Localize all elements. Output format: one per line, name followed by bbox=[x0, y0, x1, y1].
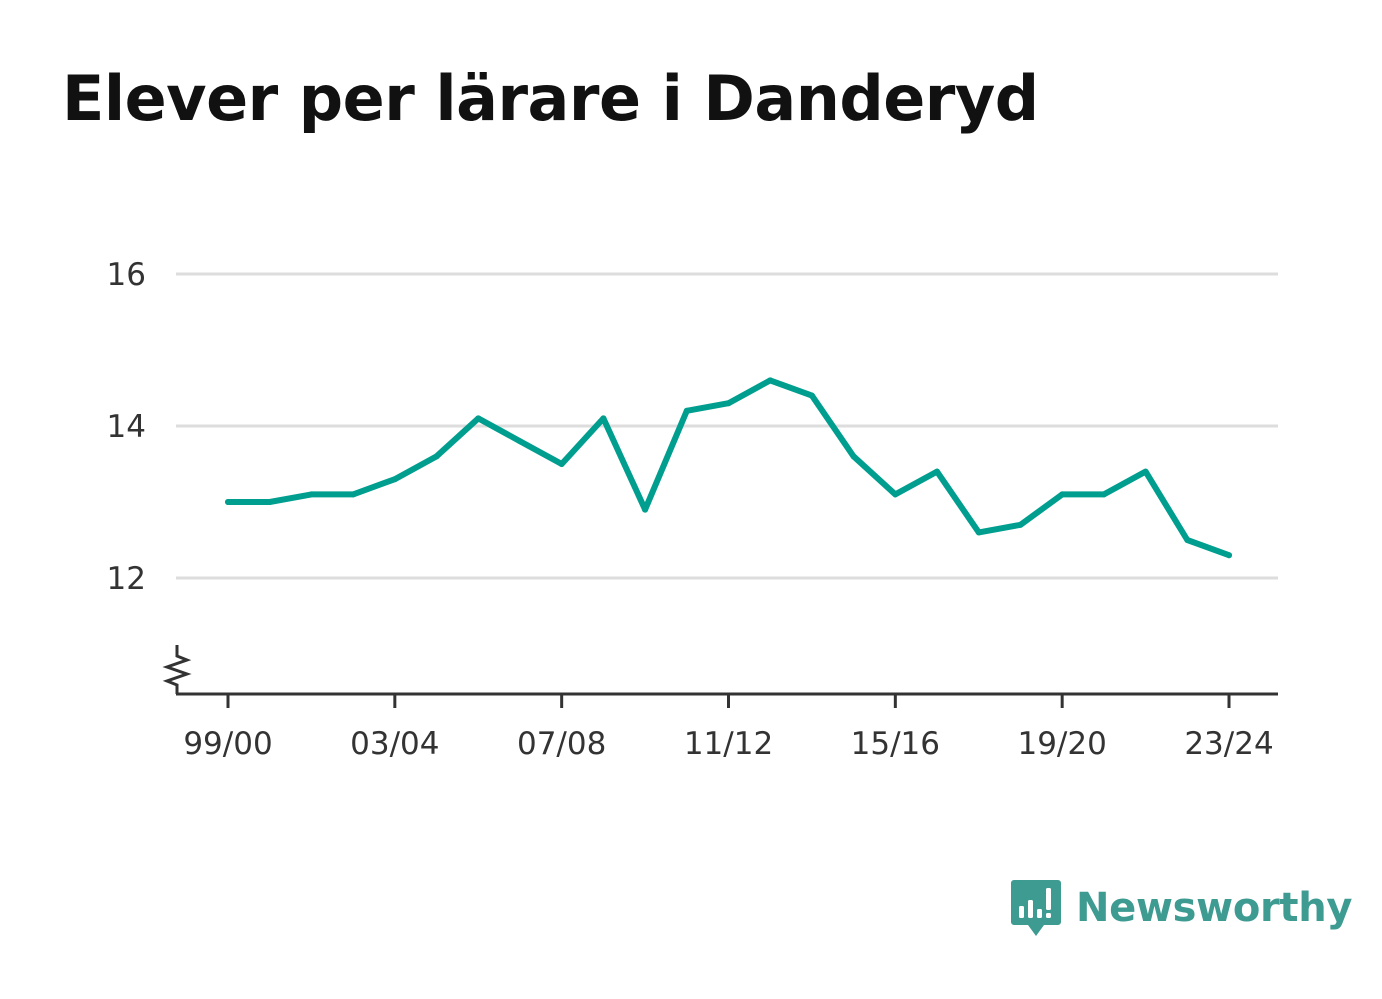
data-point-23/24 bbox=[1226, 552, 1232, 559]
x-tick-label-99/00: 99/00 bbox=[183, 726, 272, 762]
data-point-15/16 bbox=[892, 491, 899, 498]
data-point-07/08 bbox=[558, 461, 565, 467]
x-tick-label-07/08: 07/08 bbox=[517, 726, 606, 762]
data-point-02/03 bbox=[350, 491, 357, 498]
data-point-19/20 bbox=[1059, 491, 1066, 498]
data-point-09/10 bbox=[642, 506, 649, 513]
series-line bbox=[225, 377, 1232, 559]
data-point-21/22 bbox=[1142, 468, 1149, 475]
y-tick-label-12: 12 bbox=[107, 561, 146, 597]
data-point-18/19 bbox=[1017, 521, 1024, 528]
data-point-01/02 bbox=[308, 491, 315, 498]
data-point-22/23 bbox=[1184, 537, 1191, 543]
data-point-10/11 bbox=[683, 407, 690, 414]
data-point-99/00 bbox=[225, 499, 231, 505]
x-tick-label-23/24: 23/24 bbox=[1184, 726, 1273, 762]
data-point-04/05 bbox=[433, 453, 440, 460]
x-tick-label-03/04: 03/04 bbox=[350, 726, 439, 762]
data-points bbox=[225, 377, 1232, 559]
bar-chart-speech-bubble-icon bbox=[1011, 880, 1061, 936]
x-tick-label-15/16: 15/16 bbox=[851, 726, 940, 762]
x-ticks: 99/00 03/04 07/08 11/12 15/16 19/20 23/24 bbox=[183, 694, 1274, 762]
data-point-20/21 bbox=[1100, 491, 1107, 498]
y-tick-label-16: 16 bbox=[107, 257, 146, 293]
gridlines bbox=[176, 272, 1278, 580]
data-point-00/01 bbox=[266, 499, 273, 505]
data-point-08/09 bbox=[600, 415, 607, 422]
data-point-11/12 bbox=[725, 400, 732, 407]
data-point-06/07 bbox=[516, 438, 523, 445]
data-point-14/15 bbox=[850, 453, 857, 460]
y-tick-label-14: 14 bbox=[107, 409, 146, 445]
x-tick-label-11/12: 11/12 bbox=[684, 726, 773, 762]
brand-name: Newsworthy bbox=[1076, 885, 1353, 931]
chart-title: Elever per lärare i Danderyd bbox=[62, 62, 1039, 135]
data-point-16/17 bbox=[934, 468, 941, 475]
data-point-05/06 bbox=[475, 415, 482, 422]
data-point-03/04 bbox=[391, 476, 398, 483]
y-tick-labels: 12 14 16 bbox=[107, 257, 146, 597]
data-point-12/13 bbox=[767, 377, 774, 384]
data-point-13/14 bbox=[808, 392, 815, 399]
x-tick-label-19/20: 19/20 bbox=[1017, 726, 1106, 762]
data-point-17/18 bbox=[975, 529, 982, 536]
newsworthy-logo: Newsworthy bbox=[1010, 878, 1353, 938]
axis-break-icon bbox=[162, 645, 192, 694]
